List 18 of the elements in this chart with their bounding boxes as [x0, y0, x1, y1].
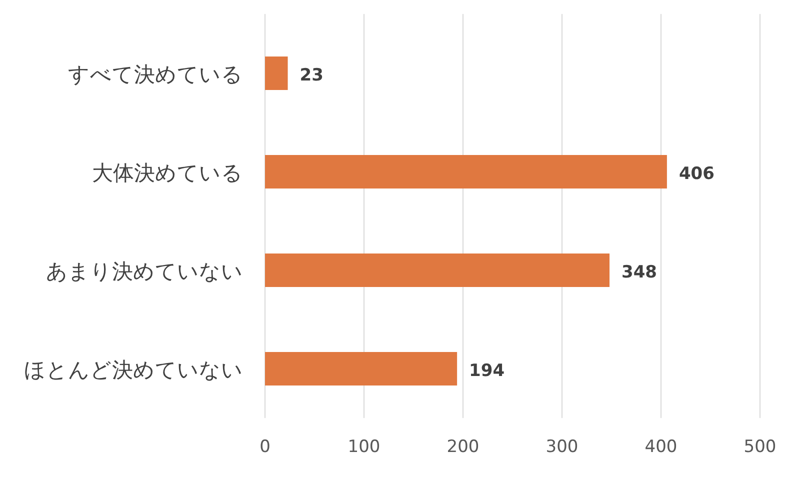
y-tick-label: あまり決めていない — [46, 259, 243, 284]
bar — [265, 56, 288, 90]
bar — [265, 352, 458, 386]
x-tick-label: 0 — [260, 437, 270, 457]
y-tick-label: すべて決めている — [68, 62, 243, 86]
y-tick-label: 大体決めている — [92, 160, 243, 185]
data-label: 348 — [622, 262, 658, 282]
x-tick-label: 400 — [644, 437, 678, 457]
data-label: 23 — [300, 65, 324, 86]
x-tick-label: 300 — [546, 437, 578, 457]
data-label: 406 — [678, 164, 714, 184]
bar — [265, 254, 610, 287]
x-tick-label: 500 — [744, 437, 776, 457]
x-tick-label: 100 — [348, 437, 380, 457]
bar — [265, 155, 667, 188]
y-tick-label: ほとんど決めていない — [24, 358, 243, 382]
x-tick-label: 200 — [446, 437, 480, 457]
data-label: 194 — [469, 360, 505, 381]
